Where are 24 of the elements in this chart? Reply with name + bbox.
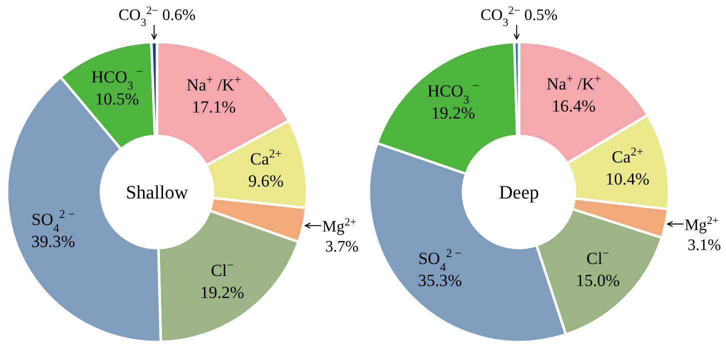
data-label: 0.6% (158, 7, 196, 24)
text: Shallow (126, 182, 188, 204)
data-label: 3.1% (688, 237, 721, 254)
data-label: 15.0% (576, 271, 620, 290)
slice-label: Ca$^{2+}$ (250, 146, 282, 169)
data-label: 35.3% (418, 270, 462, 290)
slice-label: Ca$^{2+}$ (612, 144, 644, 167)
data-label: 17.1% (192, 98, 236, 117)
data-label: 10.5% (95, 89, 140, 108)
data-label: 0.5% (520, 7, 558, 24)
data-label: 3.7% (325, 238, 359, 256)
slice-label: Na$^{+}$ /K$^{+}$ (546, 71, 602, 94)
slice-label: Mg$^{2+}$ (684, 215, 719, 234)
slice-label: Mg$^{2+}$ (322, 216, 356, 236)
text: Deep (498, 182, 540, 204)
data-label: 19.2% (200, 282, 244, 302)
data-label: 16.4% (552, 96, 596, 116)
data-label: 9.6% (248, 172, 284, 191)
data-label: 10.4% (606, 170, 650, 189)
slice-label: Na$^{+}$ /K$^{+}$ (186, 72, 242, 95)
slice-label: Cl$^{−}$ (210, 258, 234, 280)
slice-label: Cl$^{−}$ (586, 246, 610, 268)
data-label: 39.3% (31, 232, 76, 252)
data-label: 19.2% (431, 104, 476, 123)
